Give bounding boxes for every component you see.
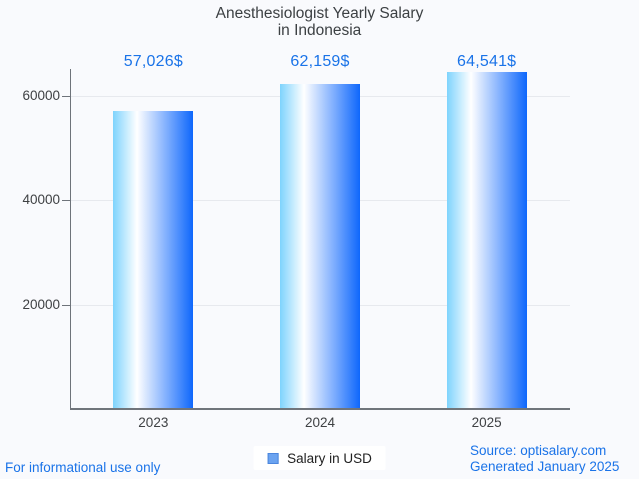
y-tick-mark: [62, 304, 70, 306]
footer-source-line: Source: optisalary.com: [470, 443, 607, 458]
footer-generated-line: Generated January 2025: [470, 459, 620, 474]
value-label-2023: 57,026$: [123, 53, 183, 70]
y-axis-line: [70, 69, 71, 409]
category-label-2024: 2024: [304, 415, 336, 430]
x-axis-line: [70, 408, 570, 410]
chart-title-line1: Anesthesiologist Yearly Salary: [215, 5, 424, 22]
y-tick-mark: [62, 95, 70, 97]
bar-2024: [280, 84, 360, 409]
category-label-2023: 2023: [138, 415, 169, 430]
legend-label: Salary in USD: [287, 450, 372, 466]
value-label-2025: 64,541$: [457, 53, 517, 70]
y-tick-mark: [62, 200, 70, 202]
bar-2023: [113, 111, 194, 409]
footer-attribution: Source: optisalary.com Generated January…: [470, 443, 619, 475]
chart-title-line2: in Indonesia: [277, 22, 362, 39]
y-tick-label: 40000: [22, 192, 60, 208]
y-tick-label: 60000: [22, 87, 60, 103]
category-label-2025: 2025: [471, 415, 502, 430]
y-tick-label: 20000: [22, 296, 60, 312]
bar-2025: [446, 71, 527, 409]
legend-swatch: [267, 452, 279, 464]
value-label-2024: 62,159$: [290, 53, 350, 70]
plot-area: [70, 69, 570, 410]
footer-disclaimer: For informational use only: [5, 460, 161, 475]
legend: Salary in USD: [253, 446, 386, 470]
chart-title: Anesthesiologist Yearly Salary in Indone…: [0, 5, 639, 39]
